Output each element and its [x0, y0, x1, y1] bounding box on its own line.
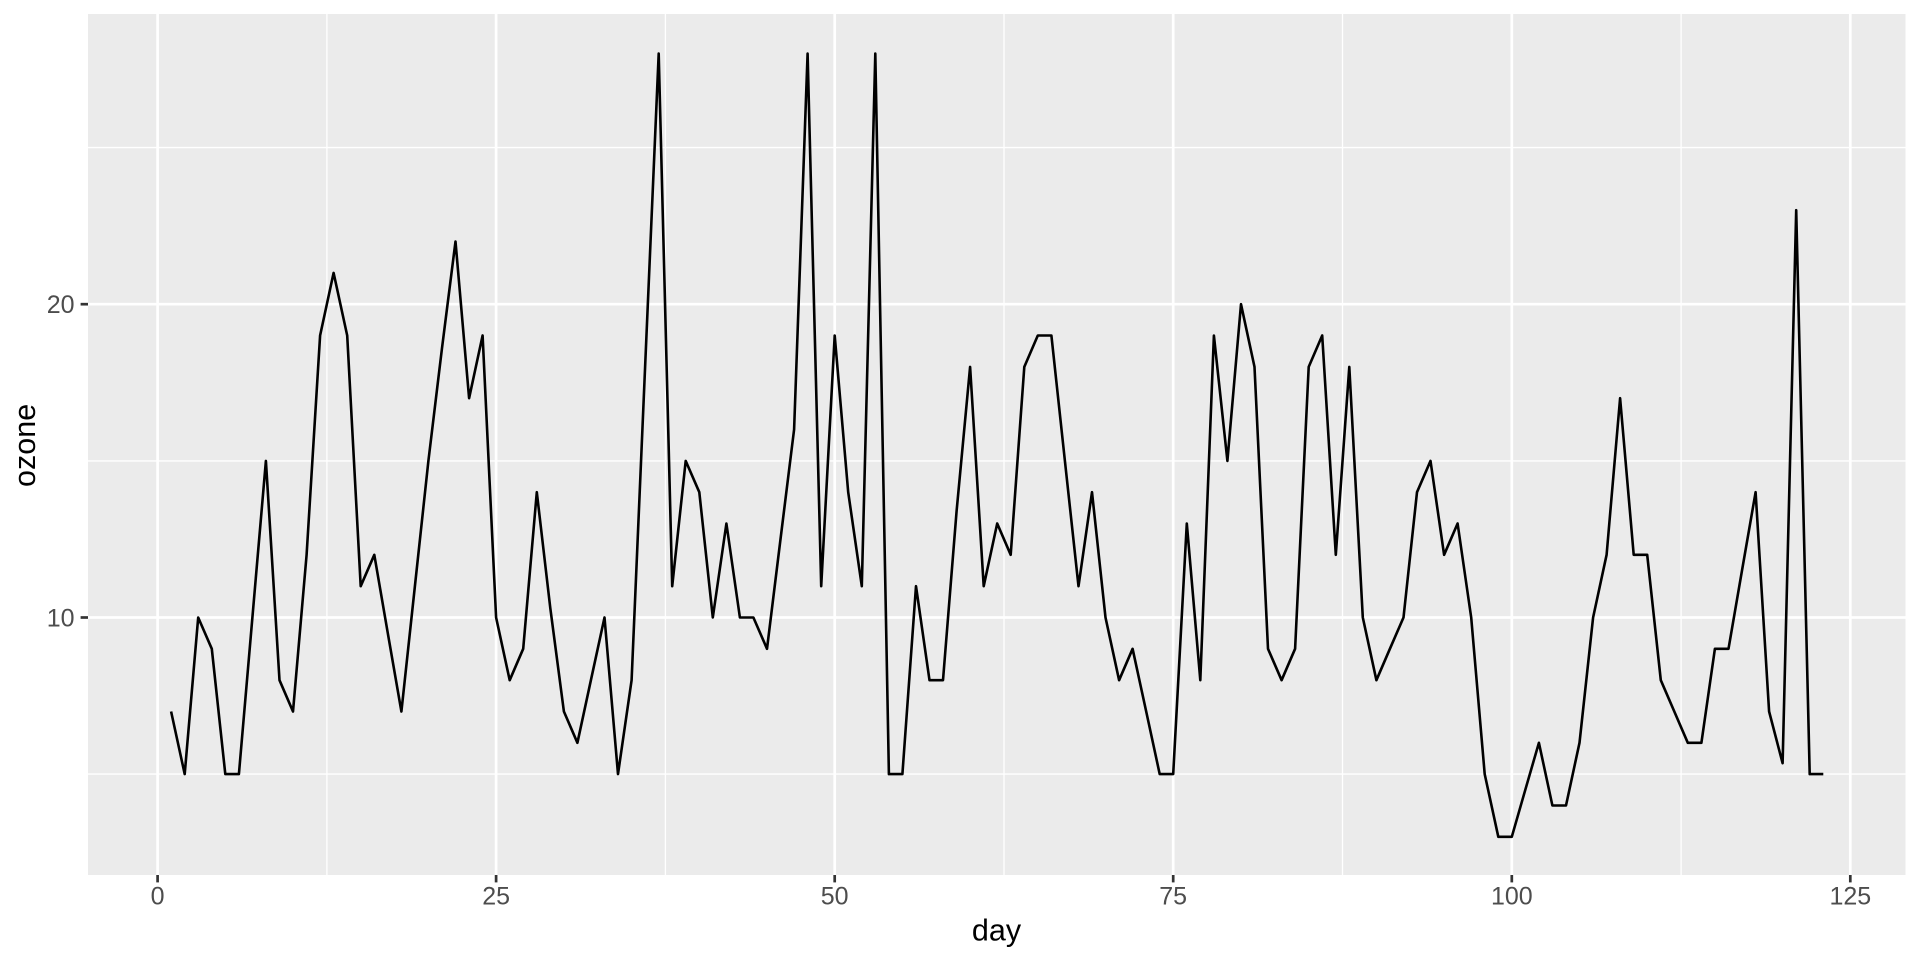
svg-text:75: 75 [1159, 883, 1187, 911]
svg-text:day: day [972, 914, 1022, 948]
svg-text:25: 25 [482, 883, 510, 911]
svg-text:20: 20 [47, 291, 75, 319]
svg-text:0: 0 [151, 883, 165, 911]
svg-text:50: 50 [821, 883, 849, 911]
svg-text:125: 125 [1829, 883, 1871, 911]
svg-text:100: 100 [1491, 883, 1533, 911]
svg-text:10: 10 [47, 605, 75, 633]
svg-text:ozone: ozone [8, 404, 42, 487]
